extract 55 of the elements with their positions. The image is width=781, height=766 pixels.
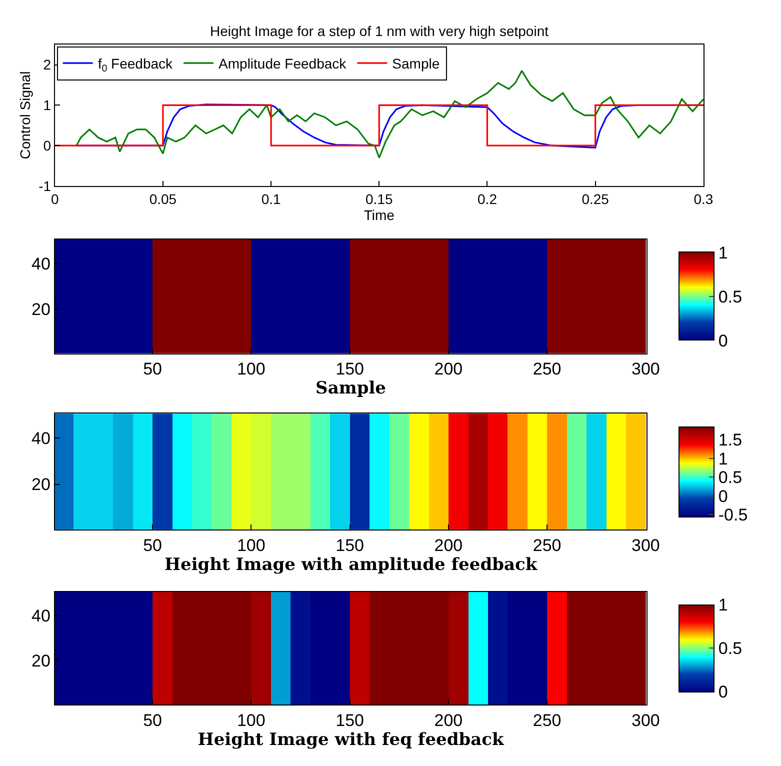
x-axis-title: Sample <box>316 378 386 399</box>
color-bar-label: 1.5 <box>718 430 742 450</box>
x-tick-label: 100 <box>236 710 266 730</box>
x-axis-title: Height Image with feq feedback <box>198 730 505 750</box>
x-tick-label: 50 <box>143 536 162 555</box>
x-tick-label: 300 <box>632 710 660 730</box>
x-tick-label: 0.25 <box>582 190 610 207</box>
y-tick-label: 40 <box>32 428 50 448</box>
color-bar-label: 0.5 <box>718 287 742 306</box>
x-tick-label: 50 <box>143 360 162 379</box>
y-tick-label: 20 <box>32 300 50 319</box>
color-bar-label: 0.5 <box>718 468 742 488</box>
color-bar-label: 1 <box>718 243 728 262</box>
color-bar-label: -0.5 <box>718 506 748 525</box>
color-bar-label: 0 <box>718 486 728 506</box>
x-tick-label: 150 <box>336 536 364 555</box>
x-tick-label: 250 <box>532 360 562 379</box>
color-bar-label: 0 <box>718 331 728 350</box>
x-tick-label: 200 <box>434 536 463 555</box>
color-bar-label: 1 <box>718 596 728 615</box>
x-axis-title: Height Image with amplitude feedback <box>164 554 538 575</box>
legend-label: Amplitude Feedback <box>218 56 348 72</box>
y-axis-title: Control Signal <box>17 71 34 160</box>
x-tick-label: 200 <box>434 360 463 379</box>
x-tick-label: 250 <box>532 710 562 730</box>
x-tick-label: 300 <box>632 536 660 555</box>
legend-label: Sample <box>392 56 440 72</box>
x-axis-title: Time <box>364 206 395 223</box>
x-tick-label: 100 <box>236 360 266 379</box>
legend-label: f$_{0}$ Feedback <box>98 56 174 75</box>
color-bar-label: 1 <box>718 449 728 468</box>
x-tick-label: 0.05 <box>149 190 177 207</box>
color-bar-label: 0 <box>718 682 728 702</box>
x-tick-label: 300 <box>632 360 660 379</box>
x-tick-label: 200 <box>434 710 463 730</box>
y-tick-label: 20 <box>32 652 50 671</box>
chart-title: Height Image for a step of 1 nm with very high setpoint <box>210 23 549 39</box>
y-tick-label: 1 <box>43 97 52 114</box>
y-tick-label: 40 <box>32 606 50 626</box>
x-tick-label: 100 <box>236 536 266 555</box>
y-tick-label: 0 <box>43 138 52 154</box>
y-tick-label: -1 <box>38 178 52 194</box>
x-tick-label: 250 <box>532 536 562 555</box>
y-tick-label: 20 <box>32 475 50 494</box>
x-tick-label: 150 <box>336 360 364 379</box>
x-tick-label: 0.3 <box>694 190 714 207</box>
y-tick-label: 40 <box>32 254 50 274</box>
color-bar-label: 0.5 <box>718 639 742 658</box>
line-series <box>76 70 704 159</box>
x-tick-label: 0.2 <box>478 190 498 207</box>
x-tick-label: 50 <box>143 710 162 730</box>
y-tick-label: 2 <box>43 56 52 73</box>
x-tick-label: 150 <box>336 710 364 730</box>
x-tick-label: 0.15 <box>366 190 393 207</box>
x-tick-label: 0.1 <box>261 190 281 207</box>
